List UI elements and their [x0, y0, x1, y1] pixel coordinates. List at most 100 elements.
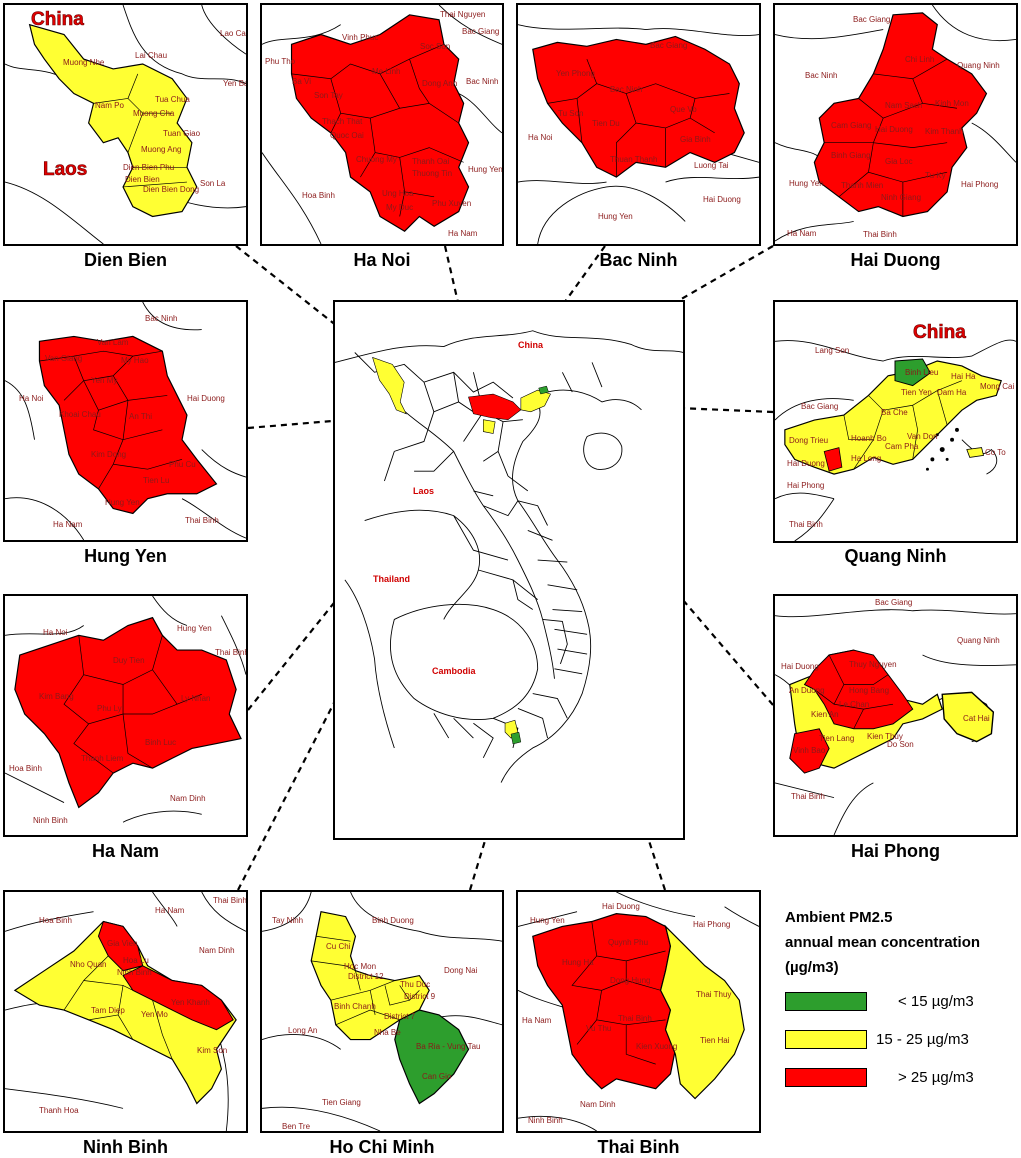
district-label: Hoa Lu — [123, 956, 149, 965]
district-label: Muong Cha — [133, 109, 175, 118]
thai-binh-yellow — [660, 924, 745, 1100]
district-label: Dien Bien — [125, 175, 160, 184]
center-dien-bien — [372, 356, 407, 415]
neighbor-label: Nam Dinh — [199, 946, 235, 955]
district-label: Ba Vi — [292, 77, 311, 86]
panel-ha-nam: Ha Noi Hung Yen Thai Binh Hoa Binh Nam D… — [3, 594, 248, 837]
legend-title: Ambient PM2.5 annual mean concentration … — [785, 905, 980, 980]
district-label: Thanh Oai — [412, 157, 450, 166]
center-map-panel: China Laos Thailand Cambodia — [333, 300, 685, 840]
neighbor-label: Hai Duong — [602, 902, 640, 911]
neighbor-label: Ben Tre — [282, 1122, 311, 1131]
neighbor-label: Ha Nam — [522, 1016, 552, 1025]
big-label-china: China — [31, 9, 84, 31]
caption-ha-nam: Ha Nam — [91, 841, 160, 861]
neighbor-label: Bac Giang — [853, 15, 891, 24]
vietnam-region-map — [335, 330, 683, 783]
district-label: Nam Po — [95, 101, 124, 110]
district-label: Thach That — [322, 117, 363, 126]
district-label: Do Son — [887, 740, 914, 749]
neighbor-label: Long An — [288, 1026, 318, 1035]
neighbor-label: Tay Ninh — [272, 916, 304, 925]
neighbor-label: Bac Giang — [801, 402, 839, 411]
legend-swatch-red — [785, 1068, 867, 1087]
neighbor-label: Bac Giang — [875, 598, 913, 607]
quang-ninh-red — [823, 447, 843, 472]
district-label: My Duc — [386, 203, 414, 212]
neighbor-label: Lao Cai — [220, 29, 248, 38]
neighbor-label: Ha Noi — [43, 628, 68, 637]
neighbor-label: Yen Bai — [223, 79, 248, 88]
neighbor-label: Ha Nam — [53, 520, 83, 529]
caption-quang-ninh: Quang Ninh — [844, 546, 947, 566]
neighbor-label: Hai Duong — [787, 459, 825, 468]
neighbor-label: Ha Noi — [19, 394, 44, 403]
district-label: Ung Hoa — [382, 189, 414, 198]
legend-title-line-2: annual mean concentration — [785, 934, 981, 951]
panel-ho-chi-minh: Tay Ninh Binh Duong Dong Nai Long An Ba … — [260, 890, 504, 1133]
district-label: Phu Ly — [97, 704, 122, 713]
neighbor-label: Ha Nam — [787, 229, 817, 238]
district-label: An Thi — [129, 412, 152, 421]
center-label-thailand: Thailand — [373, 574, 411, 584]
district-label: Thu Duc — [400, 980, 431, 989]
neighbor-label: Hai Phong — [787, 481, 825, 490]
neighbor-label: Lang Son — [815, 346, 850, 355]
district-label: Kien An — [811, 710, 839, 719]
neighbor-label: Thai Nguyen — [440, 10, 486, 19]
district-label: Hai Ha — [951, 372, 976, 381]
bac-ninh-shape — [532, 35, 745, 178]
district-label: Tien Lang — [819, 734, 855, 743]
district-label: Yen Khanh — [171, 998, 210, 1007]
ninh-binh-red-1 — [97, 920, 144, 972]
neighbor-label: Thai Binh — [863, 230, 897, 239]
district-label: Hung Ha — [562, 958, 594, 967]
panel-hung-yen: Bac Ninh Ha Noi Hai Duong Ha Nam Thai Bi… — [3, 300, 248, 542]
district-label: Chuong My — [356, 155, 397, 164]
district-label: Binh Luc — [145, 738, 177, 747]
district-label: Cam Giang — [831, 121, 872, 130]
neighbor-label: Hoa Binh — [39, 916, 72, 925]
panel-hai-phong: Bac Giang Quang Ninh Hai Duong Thai Binh… — [773, 594, 1018, 837]
district-label: Ninh Giang — [881, 193, 922, 202]
district-label: Quynh Phu — [608, 938, 649, 947]
legend-swatch-green — [785, 992, 867, 1011]
district-label: Tien Yen — [901, 388, 932, 397]
legend-swatch-yellow — [785, 1030, 867, 1049]
district-label: Phu Xuyen — [432, 199, 472, 208]
district-label: Thuan Thanh — [610, 155, 658, 164]
district-label: Que Vo — [670, 105, 697, 114]
legend-label-red: > 25 µg/m3 — [898, 1069, 974, 1086]
district-label: Yen My — [91, 376, 118, 385]
district-label: My Hao — [121, 356, 149, 365]
neighbor-label: Hai Duong — [187, 394, 225, 403]
district-label: Tam Diep — [91, 1006, 125, 1015]
neighbor-label: Dong Nai — [444, 966, 478, 975]
district-label: Ly Nhan — [181, 694, 211, 703]
district-label: Thanh Mien — [841, 181, 884, 190]
district-label: Dong Anh — [422, 79, 458, 88]
district-label: Tuan Giao — [163, 129, 201, 138]
hai-phong-red-sw — [789, 728, 830, 774]
district-label: Nha Be — [374, 1028, 401, 1037]
district-label: Yen Mo — [141, 1010, 168, 1019]
neighbor-label: Bac Ninh — [466, 77, 499, 86]
panel-ninh-binh: Hoa Binh Ha Nam Thai Binh Nam Dinh Thanh… — [3, 890, 248, 1133]
district-label: Me Linh — [372, 67, 401, 76]
center-hanoi-region — [468, 393, 522, 421]
district-label: Yen Phong — [556, 69, 595, 78]
ha-noi-shape — [290, 14, 470, 232]
neighbor-label: Hai Phong — [961, 180, 999, 189]
neighbor-label: Hung Yen — [177, 624, 212, 633]
district-label: Kim Dong — [91, 450, 127, 459]
hai-phong-red — [803, 649, 914, 730]
neighbor-label: Hai Phong — [693, 920, 731, 929]
district-label: Gia Vien — [107, 939, 138, 948]
panel-thai-binh: Hung Yen Hai Duong Hai Phong Ha Nam Nam … — [516, 890, 761, 1133]
district-label: District 12 — [348, 972, 384, 981]
neighbor-label: Bac Ninh — [805, 71, 838, 80]
quang-ninh-green — [894, 358, 932, 387]
big-label-china-qn: China — [913, 322, 966, 344]
district-label: Tien Hai — [700, 1036, 730, 1045]
district-label: Van Don — [907, 432, 938, 441]
